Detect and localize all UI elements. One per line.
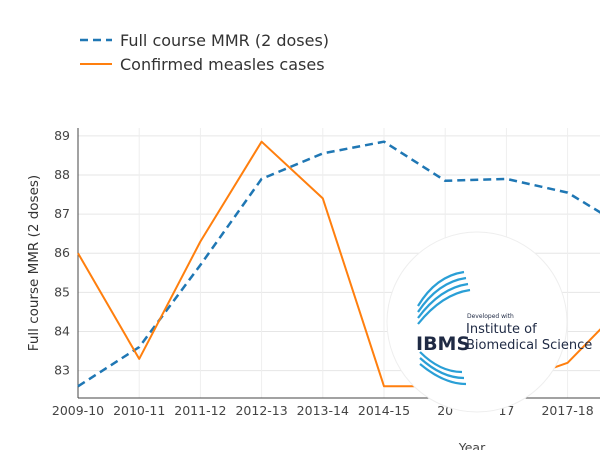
y-tick-label: 88 xyxy=(54,167,70,182)
y-tick-label: 83 xyxy=(54,363,70,378)
logo-institute-line-1: Institute of xyxy=(466,322,537,337)
x-tick-label: 2013-14 xyxy=(297,403,349,418)
x-tick-label: 2009-10 xyxy=(52,403,104,418)
swoosh-icon xyxy=(417,270,471,386)
logo-institute-line-2: Biomedical Science xyxy=(466,338,592,353)
y-axis-title: Full course MMR (2 doses) xyxy=(26,175,42,351)
y-tick-label: 84 xyxy=(54,323,70,338)
y-tick-label: 89 xyxy=(54,128,70,143)
x-tick-label: 2010-11 xyxy=(113,403,165,418)
y-tick-label: 87 xyxy=(54,206,70,221)
legend-label-measles[interactable]: Confirmed measles cases xyxy=(120,55,325,74)
x-tick-label: 2017-18 xyxy=(541,403,593,418)
logo-brand: IBMS xyxy=(416,333,470,355)
x-axis-title: Year xyxy=(458,440,486,450)
x-tick-label: 2012-13 xyxy=(235,403,287,418)
watermark-logo: IBMS Developed with Institute of Biomedi… xyxy=(386,231,592,413)
y-tick-label: 86 xyxy=(54,245,70,260)
legend-label-mmr[interactable]: Full course MMR (2 doses) xyxy=(120,31,329,50)
legend[interactable]: Full course MMR (2 doses) Confirmed meas… xyxy=(80,31,329,74)
x-tick-label: 2011-12 xyxy=(174,403,226,418)
x-tick-label: 2014-15 xyxy=(358,403,410,418)
y-tick-label: 85 xyxy=(54,284,70,299)
logo-developed-with: Developed with xyxy=(467,313,514,320)
series-line-0[interactable] xyxy=(77,140,600,388)
